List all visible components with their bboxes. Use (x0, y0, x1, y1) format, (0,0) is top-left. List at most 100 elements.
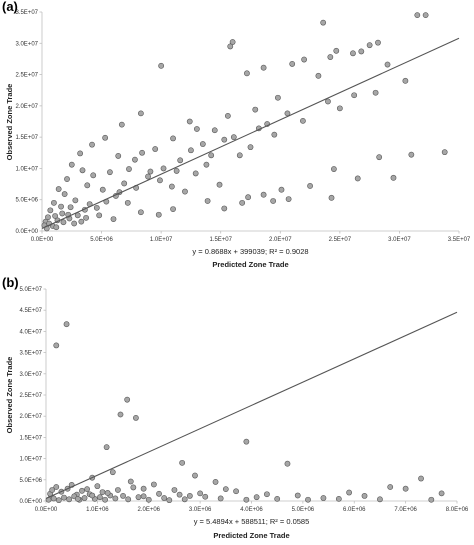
x-tick-label: 4.0E+06 (240, 507, 263, 513)
data-point (170, 206, 176, 212)
data-point (366, 42, 373, 49)
data-point (361, 493, 368, 499)
data-point (422, 12, 429, 19)
data-point (72, 197, 79, 204)
y-tick-label: 2.5E+07 (19, 393, 42, 399)
data-point (117, 411, 124, 418)
data-point (78, 218, 85, 225)
x-tick-label: 0.0E+00 (35, 507, 58, 513)
data-point (160, 165, 167, 172)
data-point (103, 444, 110, 451)
data-point (177, 157, 184, 164)
data-point (236, 152, 243, 159)
data-point (161, 495, 168, 501)
data-point (188, 147, 194, 154)
data-point (336, 105, 343, 112)
data-point (438, 490, 445, 497)
data-point (402, 77, 409, 84)
data-point (81, 495, 88, 501)
data-point (428, 496, 435, 503)
y-tick-label: 1.0E+07 (19, 457, 42, 463)
y-tick-label: 2.0E+07 (19, 414, 42, 420)
data-point (125, 496, 132, 503)
data-point (96, 212, 103, 219)
data-point (137, 110, 144, 117)
data-point (192, 170, 199, 177)
data-point (118, 121, 125, 128)
x-tick-label: 2.5E+07 (329, 237, 352, 243)
data-point (109, 469, 116, 476)
data-point (110, 216, 117, 223)
data-point (212, 479, 219, 485)
y-tick-label: 0.0E+00 (19, 499, 42, 505)
data-point (140, 493, 147, 500)
panel-label: (a) (2, 0, 18, 14)
y-tick-label: 4.0E+07 (19, 329, 42, 335)
data-point (244, 70, 250, 77)
chart-panel-a: (a) 0.0E+00 5.0E+06 1.0E+07 1.5E+07 2.0E+07 2.… (2, 0, 471, 269)
data-point (289, 61, 296, 67)
y-tick-label: 3.5E+07 (19, 351, 42, 357)
x-tick-label: 3.5E+07 (448, 237, 471, 243)
data-point (140, 485, 147, 492)
data-point (52, 213, 59, 219)
data-point (166, 497, 173, 504)
x-tick-label: 6.0E+06 (343, 507, 366, 513)
data-point (350, 50, 356, 57)
data-point (186, 493, 193, 499)
data-point (61, 494, 67, 501)
data-point (51, 199, 57, 206)
trendline (45, 311, 458, 500)
data-point (59, 210, 66, 217)
x-tick-label: 2.0E+07 (269, 237, 292, 243)
y-tick-label: 1.0E+07 (15, 166, 38, 172)
data-point (49, 487, 56, 493)
data-point (68, 161, 75, 168)
y-axis-title: Observed Zone Trade (5, 84, 14, 161)
data-point (408, 151, 415, 158)
data-point (390, 174, 397, 181)
data-point (135, 494, 142, 501)
y-tick-label: 0.0E+00 (15, 229, 38, 235)
x-tick-label: 1.0E+06 (86, 507, 109, 513)
data-point (145, 173, 151, 180)
y-tick-label: 3.0E+07 (19, 372, 42, 378)
data-point (230, 134, 237, 141)
data-point (170, 135, 176, 142)
data-point (64, 176, 70, 182)
data-point (208, 152, 215, 159)
data-point (327, 54, 334, 60)
data-point (104, 490, 111, 496)
data-point (278, 186, 285, 193)
x-tick-label: 5.0E+06 (90, 237, 113, 243)
y-tick-label: 2.5E+07 (15, 73, 38, 79)
data-point (227, 43, 234, 50)
data-point (284, 460, 291, 467)
data-point (305, 496, 311, 503)
data-point (53, 224, 60, 231)
data-point (173, 168, 180, 174)
data-point (387, 484, 394, 490)
data-point (99, 186, 106, 193)
trendline (41, 37, 460, 230)
data-point (441, 149, 448, 156)
data-point (320, 19, 327, 26)
data-point (384, 61, 391, 68)
data-point (377, 496, 383, 503)
data-point (414, 12, 421, 19)
data-point (130, 484, 137, 491)
data-point (77, 150, 84, 157)
data-point (55, 186, 62, 192)
data-point (79, 167, 86, 174)
data-point (402, 485, 409, 492)
data-point (99, 489, 106, 495)
data-point (60, 219, 67, 226)
data-point (45, 214, 51, 221)
y-tick-label: 5.0E+07 (19, 287, 42, 293)
data-point (94, 483, 101, 490)
data-point (239, 199, 246, 206)
data-point (89, 492, 96, 499)
data-point (376, 154, 383, 161)
